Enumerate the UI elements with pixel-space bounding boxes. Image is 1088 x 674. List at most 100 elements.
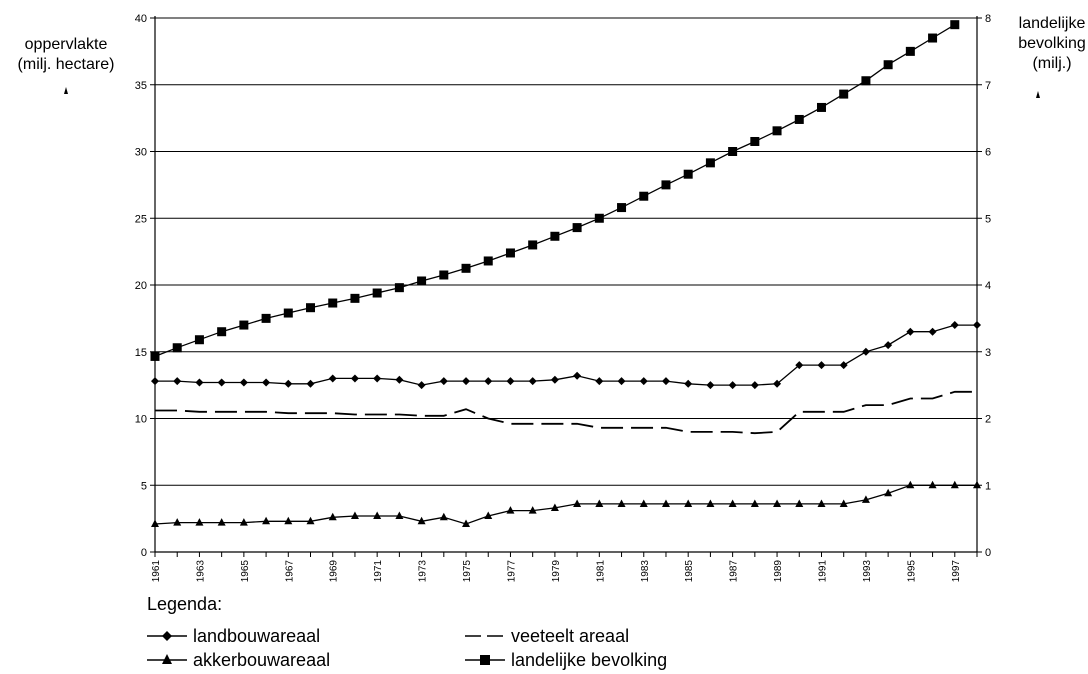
data-point-triangle [950, 480, 959, 489]
legend: Legenda: landbouwareaal veeteelt areaal … [147, 594, 847, 674]
data-point-diamond [706, 381, 715, 390]
up-arrow-icon [1036, 91, 1040, 98]
data-point-square [505, 248, 515, 258]
data-point-triangle [484, 511, 493, 519]
data-point-square [794, 114, 804, 124]
data-point-diamond [373, 374, 382, 383]
data-point-triangle [906, 480, 915, 489]
data-point-triangle [928, 480, 937, 489]
triangle-marker-icon [147, 654, 187, 664]
right-tick-label: 4 [985, 280, 991, 292]
data-point-triangle [373, 511, 382, 519]
data-point-diamond [328, 374, 337, 383]
series-line-landelijke-bevolking [154, 24, 956, 358]
data-point-diamond [350, 374, 359, 383]
right-axis-title-line: (milj.) [1032, 55, 1071, 72]
chart-plot: 0 5 10 15 20 25 30 35 40 0 1 2 3 4 5 6 7 8 1961 1963 1965 196… [18, 13, 1086, 583]
data-point-triangle [217, 518, 226, 526]
x-tick-label: 1997 [951, 560, 962, 583]
data-point-diamond [439, 377, 448, 386]
x-tick-label: 1985 [684, 560, 695, 583]
data-point-diamond [950, 321, 959, 330]
left-axis-title-line: oppervlakte [25, 36, 108, 53]
data-point-square [905, 46, 915, 56]
data-point-square [283, 308, 293, 318]
data-point-square [372, 288, 382, 298]
right-tick-label: 2 [985, 414, 991, 426]
right-axis-title-line: landelijke [1019, 15, 1086, 32]
data-point-triangle [417, 516, 426, 525]
dashed-line-icon [465, 635, 505, 637]
data-point-diamond [484, 377, 493, 386]
left-tick-label: 25 [135, 213, 147, 225]
data-point-diamond [661, 377, 670, 386]
data-point-square [550, 231, 560, 241]
data-point-diamond [795, 361, 804, 370]
x-tick-label: 1979 [551, 560, 562, 583]
right-axis-title-line: bevolking [1018, 35, 1086, 52]
data-point-triangle [262, 516, 271, 525]
data-point-triangle [706, 499, 715, 507]
data-point-square [750, 136, 760, 146]
data-point-diamond [839, 361, 848, 370]
data-point-triangle [750, 499, 759, 507]
square-marker-icon [465, 655, 505, 665]
left-tick-label: 15 [135, 347, 147, 359]
data-point-square [705, 158, 715, 168]
data-point-triangle [395, 511, 404, 519]
x-tick-label: 1961 [151, 560, 162, 583]
data-point-diamond [306, 379, 315, 388]
data-point-square [816, 102, 826, 112]
legend-label: landbouwareaal [193, 626, 321, 646]
right-tick-label: 5 [985, 213, 991, 225]
data-point-square [461, 263, 471, 273]
data-point-square [528, 240, 538, 250]
data-point-square [217, 327, 227, 337]
left-axis-title-line: (milj. hectare) [18, 56, 115, 73]
data-point-square [306, 303, 316, 313]
data-point-triangle [328, 512, 337, 521]
data-point-diamond [462, 377, 471, 386]
data-point-square [328, 298, 338, 308]
x-tick-label: 1981 [595, 560, 606, 583]
data-point-square [239, 320, 249, 330]
data-point-diamond [750, 381, 759, 390]
data-point-triangle [506, 506, 515, 514]
left-tick-label: 5 [141, 480, 147, 492]
data-point-triangle [284, 516, 293, 525]
data-point-diamond [728, 381, 737, 390]
left-tick-label: 10 [135, 414, 147, 426]
series-line-veeteelt-areaal [155, 390, 977, 435]
x-tick-label: 1989 [773, 560, 784, 583]
data-point-diamond [773, 379, 782, 388]
data-point-triangle [773, 499, 782, 507]
data-point-triangle [239, 518, 248, 526]
data-point-diamond [506, 377, 515, 386]
data-point-triangle [839, 499, 848, 507]
data-point-diamond [595, 377, 604, 386]
x-tick-label: 1987 [729, 560, 740, 583]
data-point-diamond [173, 377, 182, 386]
data-point-square [683, 169, 693, 179]
data-point-square [172, 343, 182, 353]
data-point-square [439, 270, 449, 280]
data-point-square [194, 335, 204, 345]
right-tick-label: 1 [985, 480, 991, 492]
data-point-diamond [395, 375, 404, 384]
data-point-square [417, 276, 427, 286]
data-point-triangle [195, 518, 204, 526]
data-point-triangle [684, 499, 693, 507]
data-point-square [839, 89, 849, 99]
data-point-diamond [239, 378, 248, 387]
legend-label: veeteelt areaal [511, 626, 630, 646]
data-point-diamond [973, 321, 981, 330]
data-point-diamond [817, 361, 826, 370]
data-point-diamond [262, 378, 271, 387]
x-tick-label: 1983 [640, 560, 651, 583]
x-tick-label: 1965 [240, 560, 251, 583]
data-point-square [928, 33, 938, 43]
data-point-triangle [462, 519, 471, 527]
data-point-diamond [550, 375, 559, 384]
x-tick-label: 1975 [462, 560, 473, 583]
